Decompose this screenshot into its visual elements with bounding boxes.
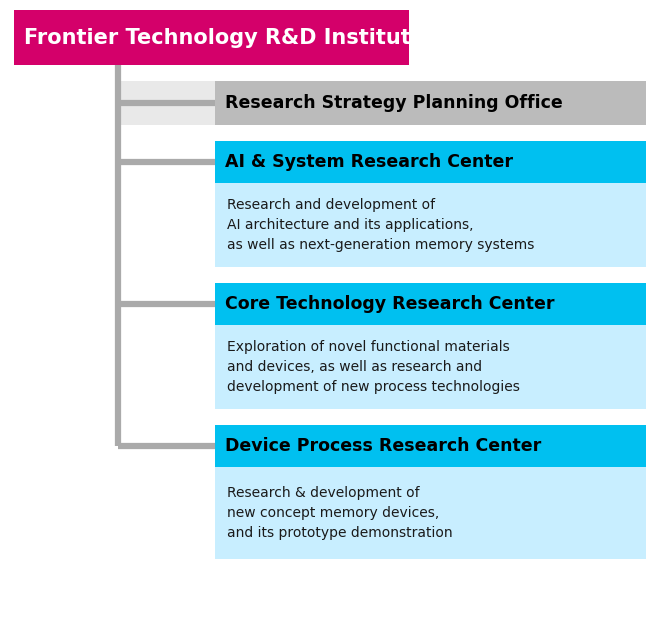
Text: AI & System Research Center: AI & System Research Center <box>225 153 513 171</box>
FancyBboxPatch shape <box>14 10 409 65</box>
FancyBboxPatch shape <box>215 283 646 325</box>
Text: Core Technology Research Center: Core Technology Research Center <box>225 295 554 313</box>
FancyBboxPatch shape <box>215 183 646 267</box>
Text: Frontier Technology R&D Institute: Frontier Technology R&D Institute <box>24 27 425 47</box>
Text: Research and development of
AI architecture and its applications,
as well as nex: Research and development of AI architect… <box>227 198 535 251</box>
FancyBboxPatch shape <box>115 81 215 125</box>
FancyBboxPatch shape <box>215 325 646 409</box>
FancyBboxPatch shape <box>215 467 646 559</box>
Text: Exploration of novel functional materials
and devices, as well as research and
d: Exploration of novel functional material… <box>227 341 520 394</box>
Text: Research Strategy Planning Office: Research Strategy Planning Office <box>225 94 563 112</box>
Text: Research & development of
new concept memory devices,
and its prototype demonstr: Research & development of new concept me… <box>227 487 453 540</box>
Text: Device Process Research Center: Device Process Research Center <box>225 437 541 455</box>
FancyBboxPatch shape <box>215 425 646 467</box>
FancyBboxPatch shape <box>215 141 646 183</box>
FancyBboxPatch shape <box>215 81 646 125</box>
